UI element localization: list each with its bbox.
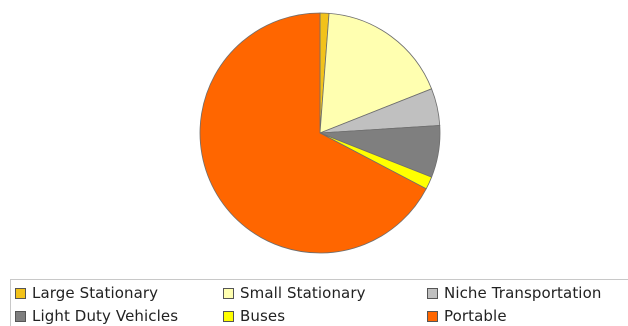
- legend-swatch-light-duty-vehicles: [15, 310, 26, 322]
- legend-swatch-niche-transportation: [427, 287, 438, 299]
- pie-slice-small-stationary: [319, 12, 433, 134]
- legend-item-portable: Portable: [427, 306, 507, 326]
- legend-item-niche-transportation: Niche Transportation: [427, 283, 601, 303]
- legend-label-buses: Buses: [240, 307, 286, 325]
- legend-item-light-duty-vehicles: Light Duty Vehicles: [15, 306, 178, 326]
- legend-label-small-stationary: Small Stationary: [240, 284, 366, 302]
- legend-item-buses: Buses: [223, 306, 285, 326]
- legend-swatch-buses: [223, 310, 234, 322]
- legend-item-large-stationary: Large Stationary: [15, 283, 158, 303]
- legend-swatch-small-stationary: [223, 287, 234, 299]
- legend-label-portable: Portable: [444, 307, 507, 325]
- legend-label-large-stationary: Large Stationary: [32, 284, 159, 302]
- legend-item-small-stationary: Small Stationary: [223, 283, 366, 303]
- pie-slice-portable: [199, 12, 427, 254]
- legend-swatch-large-stationary: [15, 287, 26, 299]
- legend-label-light-duty-vehicles: Light Duty Vehicles: [32, 307, 179, 325]
- legend-swatch-portable: [427, 310, 438, 322]
- pie-plot-area: [199, 12, 441, 254]
- chart-legend: Large Stationary Small Stationary Niche …: [10, 279, 628, 326]
- legend-label-niche-transportation: Niche Transportation: [444, 284, 602, 302]
